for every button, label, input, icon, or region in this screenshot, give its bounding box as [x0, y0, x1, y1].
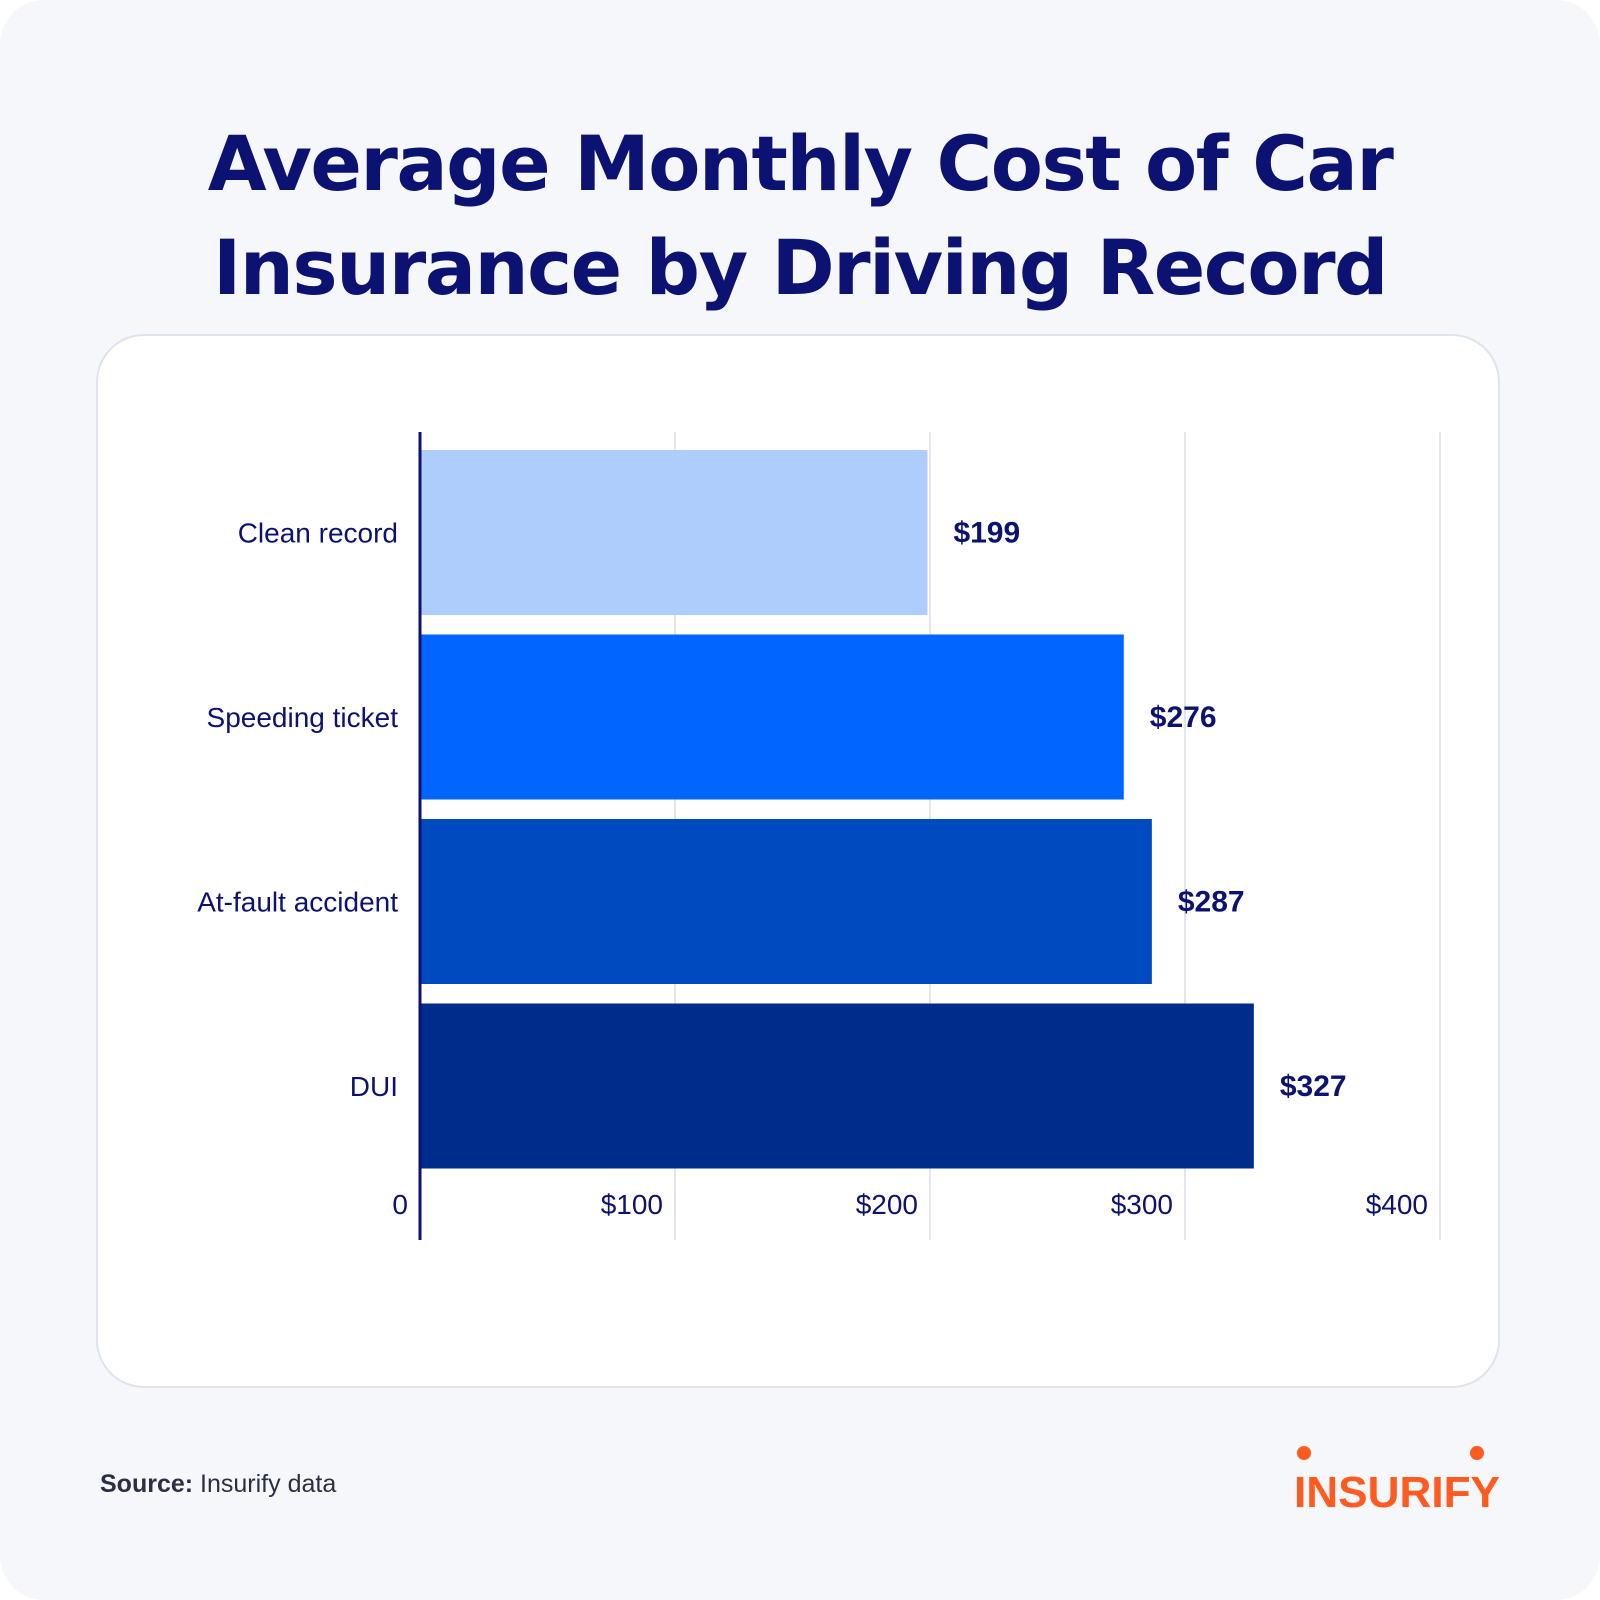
x-tick-label-0: 0 [392, 1189, 408, 1220]
x-tick-label-1: $100 [601, 1189, 663, 1220]
category-label-1: Speeding ticket [207, 702, 399, 733]
value-label-1: $276 [1150, 701, 1217, 734]
logo-wordmark: INSURIFY [1294, 1468, 1500, 1512]
category-label-0: Clean record [238, 518, 398, 549]
source-note: Source: Insurify data [100, 1470, 336, 1499]
x-tick-label-3: $300 [1111, 1189, 1173, 1220]
value-label-2: $287 [1178, 886, 1245, 919]
bar-1 [420, 634, 1124, 800]
bar-2 [420, 819, 1152, 984]
value-label-3: $327 [1280, 1070, 1347, 1103]
logo-dot-right-icon [1470, 1446, 1484, 1460]
category-label-3: DUI [350, 1071, 398, 1102]
category-label-2: At-fault accident [197, 887, 398, 918]
value-label-0: $199 [953, 517, 1020, 550]
chart-card: Clean record $199 Speeding ticket $276 At-fa… [96, 334, 1500, 1388]
source-text: Insurify data [200, 1470, 337, 1498]
logo-dot-left-icon [1297, 1446, 1311, 1460]
x-tick-label-4: $400 [1366, 1189, 1428, 1220]
bar-chart: Clean record $199 Speeding ticket $276 At-fa… [197, 432, 1441, 1240]
bar-3 [420, 1003, 1254, 1169]
insurify-logo: INSURIFY [1294, 1446, 1500, 1512]
chart-title-line-1: Average Monthly Cost of Car [207, 119, 1394, 208]
source-label: Source: [100, 1470, 194, 1498]
x-tick-label-2: $200 [856, 1189, 918, 1220]
bar-0 [420, 450, 928, 615]
chart-title-line-2: Insurance by Driving Record [213, 223, 1388, 312]
chart-title: Average Monthly Cost of Car Insurance by… [0, 112, 1600, 320]
